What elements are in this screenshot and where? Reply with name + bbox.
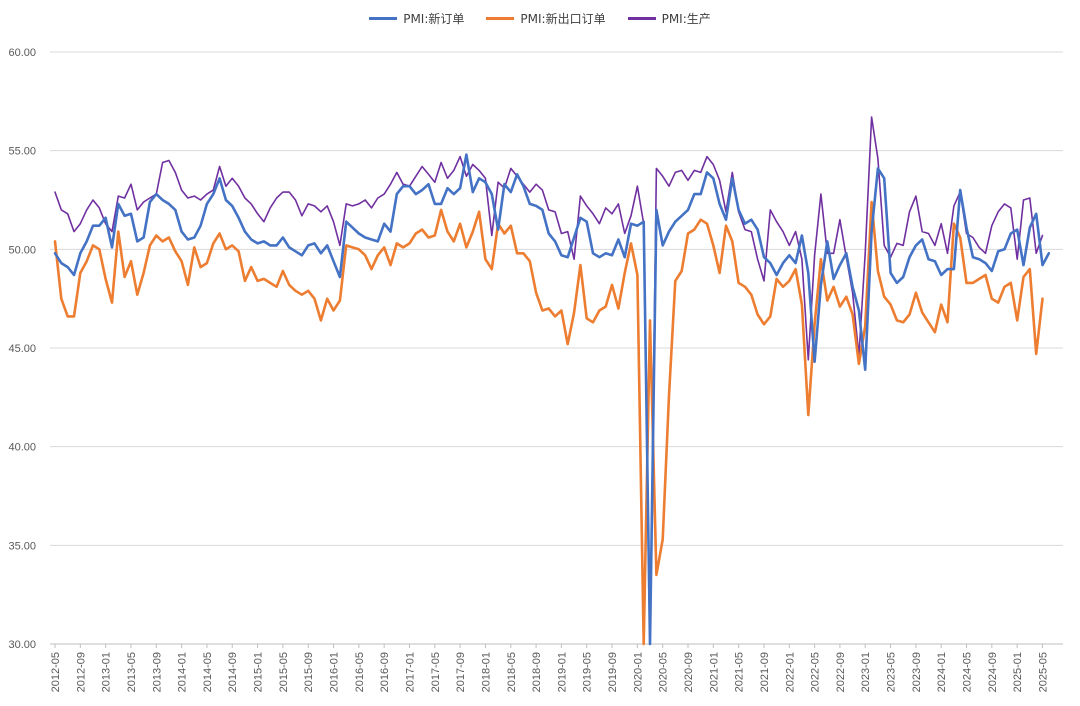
x-tick-label: 2014-05	[202, 652, 214, 692]
x-tick-label: 2015-05	[278, 652, 290, 692]
x-tick-label: 2014-09	[227, 652, 239, 692]
x-tick-label: 2013-01	[101, 652, 113, 692]
x-tick-label: 2023-01	[860, 652, 872, 692]
series-line-production	[54, 116, 1044, 645]
series-line-new-export-orders	[53, 200, 1044, 646]
x-tick-label: 2020-05	[658, 652, 670, 692]
series-lines	[53, 116, 1051, 646]
legend-swatch-new-orders	[369, 17, 398, 20]
y-tick-label: 55.00	[8, 146, 36, 158]
x-tick-label: 2016-09	[379, 652, 391, 692]
x-tick-label: 2021-05	[734, 652, 746, 692]
y-tick-label: 40.00	[8, 442, 36, 454]
x-tick-label: 2015-01	[253, 652, 265, 692]
x-tick-label: 2024-09	[987, 652, 999, 692]
x-tick-label: 2025-05	[1037, 652, 1049, 692]
y-axis: 30.00 35.00 40.00 45.00 50.00 55.00 60.00	[8, 47, 36, 651]
x-tick-label: 2020-01	[632, 652, 644, 692]
x-tick-label: 2013-09	[151, 652, 163, 692]
legend-swatch-new-export-orders	[486, 17, 515, 20]
x-tick-label: 2018-01	[480, 652, 492, 692]
x-tick-label: 2015-09	[303, 652, 315, 692]
x-tick-label: 2024-01	[936, 652, 948, 692]
x-tick-label: 2017-05	[430, 652, 442, 692]
y-tick-label: 50.00	[8, 244, 36, 256]
x-tick-label: 2016-01	[329, 652, 341, 692]
y-tick-label: 35.00	[8, 540, 36, 552]
x-tick-label: 2017-01	[404, 652, 416, 692]
x-tick-label: 2024-05	[962, 652, 974, 692]
x-tick-label: 2021-09	[759, 652, 771, 692]
x-tick-label: 2013-05	[126, 652, 138, 692]
legend-item-new-export-orders: PMI:新出口订单	[486, 10, 606, 27]
x-tick-label: 2022-01	[784, 652, 796, 692]
x-tick-label: 2016-05	[354, 652, 366, 692]
legend-item-new-orders: PMI:新订单	[369, 10, 464, 27]
x-tick-label: 2021-01	[708, 652, 720, 692]
x-tick-label: 2017-09	[455, 652, 467, 692]
x-tick-label: 2019-01	[556, 652, 568, 692]
legend-label-new-export-orders: PMI:新出口订单	[520, 12, 606, 26]
x-tick-label: 2018-05	[506, 652, 518, 692]
x-tick-label: 2012-09	[75, 652, 87, 692]
x-tick-label: 2023-09	[911, 652, 923, 692]
y-tick-label: 30.00	[8, 639, 36, 651]
x-tick-label: 2014-01	[177, 652, 189, 692]
series-line-new-orders	[53, 153, 1051, 646]
x-tick-label: 2020-09	[683, 652, 695, 692]
x-tick-label: 2023-05	[886, 652, 898, 692]
legend-item-production: PMI:生产	[627, 10, 711, 27]
x-axis: 2012-05 2012-09 2013-01 2013-05 2013-09 2014-…	[50, 644, 1049, 692]
y-tick-label: 60.00	[8, 47, 36, 59]
chart-legend: PMI:新订单 PMI:新出口订单 PMI:生产	[0, 10, 1080, 27]
x-tick-label: 2025-01	[1012, 652, 1024, 692]
legend-swatch-production	[627, 17, 656, 20]
x-tick-label: 2018-09	[531, 652, 543, 692]
legend-label-new-orders: PMI:新订单	[403, 12, 465, 26]
y-tick-label: 45.00	[8, 343, 36, 355]
x-tick-label: 2022-05	[810, 652, 822, 692]
gridlines	[50, 51, 1063, 645]
x-tick-label: 2019-09	[607, 652, 619, 692]
x-tick-label: 2019-05	[582, 652, 594, 692]
legend-label-production: PMI:生产	[661, 12, 711, 26]
x-tick-label: 2022-09	[835, 652, 847, 692]
x-tick-label: 2012-05	[50, 652, 62, 692]
